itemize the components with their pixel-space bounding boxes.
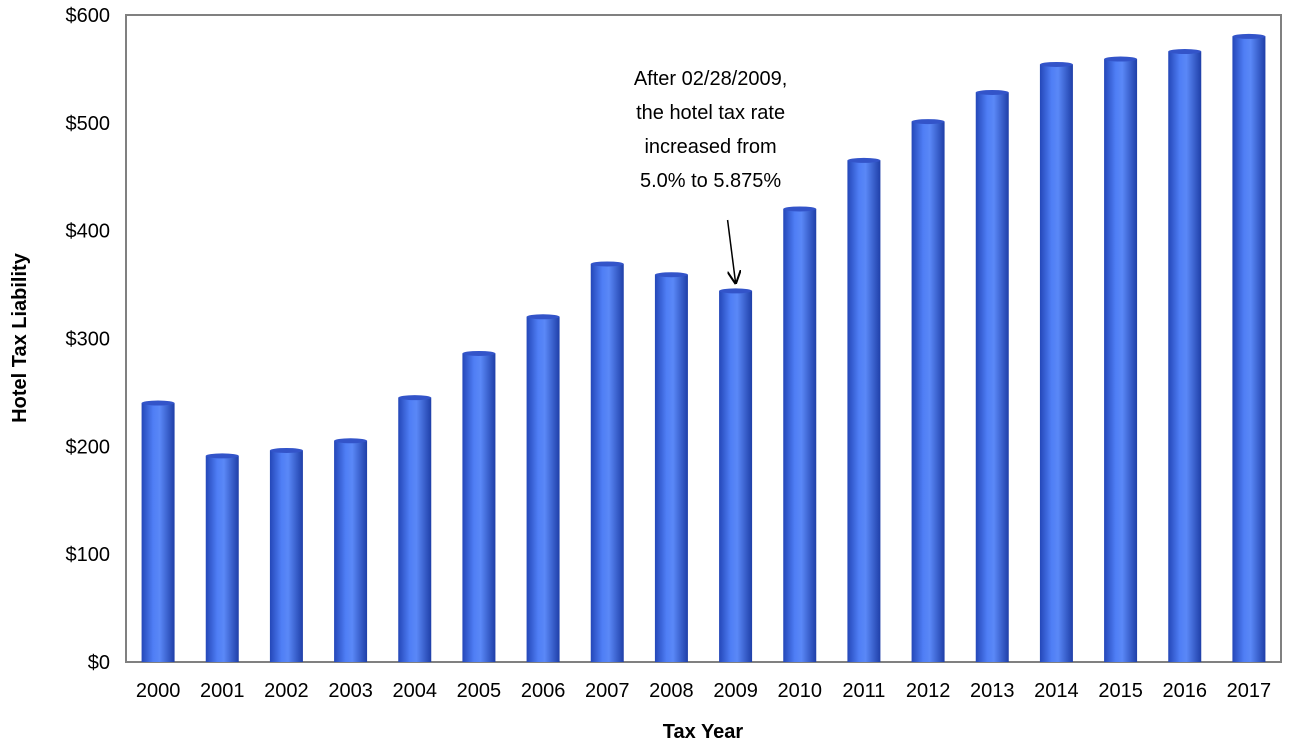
x-tick-label-2013: 2013: [970, 680, 1015, 702]
bar-2001: [205, 453, 239, 662]
y-axis-title: Hotel Tax Liability: [9, 252, 31, 423]
bar-2000-cap: [141, 400, 175, 406]
bar-2000-body: [141, 403, 175, 662]
bar-2010-cap: [783, 206, 817, 212]
bar-2006-body: [526, 316, 560, 662]
y-axis-tick-labels: $0 $100 $200 $300 $400 $500 $600: [66, 5, 111, 674]
bar-2004-cap: [398, 395, 432, 401]
bar-2013: [975, 89, 1009, 662]
x-tick-label-2007: 2007: [585, 680, 630, 702]
x-tick-label-2014: 2014: [1034, 680, 1079, 702]
bar-2005: [462, 350, 496, 662]
x-tick-label-2010: 2010: [778, 680, 823, 702]
x-tick-label-2011: 2011: [842, 680, 885, 702]
y-tick-label-300: $300: [66, 329, 111, 351]
bar-2001-body: [205, 455, 239, 662]
bar-2005-cap: [462, 350, 496, 356]
bar-2010-body: [783, 208, 817, 662]
bar-2015-body: [1104, 59, 1138, 663]
bar-2005-body: [462, 353, 496, 662]
y-tick-label-500: $500: [66, 113, 111, 135]
bar-2004: [398, 395, 432, 662]
y-tick-label-600: $600: [66, 5, 111, 27]
x-tick-label-2001: 2001: [200, 680, 245, 702]
bar-2013-body: [975, 92, 1009, 662]
x-tick-label-2012: 2012: [906, 680, 951, 702]
y-tick-label-100: $100: [66, 544, 111, 566]
bar-2015: [1104, 56, 1138, 663]
x-tick-label-2015: 2015: [1098, 680, 1143, 702]
y-tick-label-200: $200: [66, 436, 111, 458]
annotation-line-3: increased from: [644, 136, 776, 158]
annotation-arrow: [726, 219, 736, 283]
annotation-group: After 02/28/2009, the hotel tax rate incre…: [634, 68, 787, 283]
bar-2014: [1039, 61, 1073, 663]
bar-2002-body: [269, 450, 303, 662]
x-tick-label-2002: 2002: [264, 680, 309, 702]
bar-2006: [526, 314, 560, 662]
y-tick-label-0: $0: [88, 652, 110, 674]
bar-2017-cap: [1232, 33, 1266, 39]
bar-2012-body: [911, 121, 945, 663]
bar-2014-body: [1039, 64, 1073, 663]
bar-2007: [590, 261, 624, 662]
bar-2009-cap: [719, 288, 753, 294]
annotation-line-4: 5.0% to 5.875%: [640, 170, 781, 192]
bar-2016-cap: [1168, 49, 1202, 55]
x-axis-title: Tax Year: [663, 721, 744, 743]
annotation-line-1: After 02/28/2009,: [634, 68, 787, 90]
bar-2017-body: [1232, 36, 1266, 663]
x-tick-label-2000: 2000: [136, 680, 181, 702]
bar-2007-body: [590, 263, 624, 662]
plot-area-border: [125, 14, 1282, 663]
bar-2011-body: [847, 160, 881, 662]
bar-2009: [719, 288, 753, 662]
x-tick-label-2008: 2008: [649, 680, 694, 702]
bars-group: [141, 33, 1266, 663]
x-axis-tick-labels: 2000 2001 2002 2003 2004 2005 2006 2007 2008 2009…: [136, 680, 1271, 702]
bar-2013-cap: [975, 89, 1009, 95]
bar-2011: [847, 157, 881, 662]
x-tick-label-2003: 2003: [328, 680, 373, 702]
bar-2010: [783, 206, 817, 662]
annotation-line-2: the hotel tax rate: [636, 102, 785, 124]
x-tick-label-2017: 2017: [1227, 680, 1272, 702]
bar-2003-body: [334, 440, 368, 662]
bar-2002: [269, 447, 303, 662]
bar-2016: [1168, 49, 1202, 663]
bar-2015-cap: [1104, 56, 1138, 62]
bar-2007-cap: [590, 261, 624, 267]
bar-2002-cap: [269, 447, 303, 453]
bar-2017: [1232, 33, 1266, 663]
bar-2012: [911, 119, 945, 663]
bar-2006-cap: [526, 314, 560, 320]
bar-2009-body: [719, 290, 753, 662]
bar-2008: [654, 272, 688, 662]
bar-2003-cap: [334, 438, 368, 444]
x-tick-label-2009: 2009: [713, 680, 758, 702]
bar-2001-cap: [205, 453, 239, 459]
bar-2012-cap: [911, 119, 945, 125]
bar-2008-cap: [654, 272, 688, 278]
x-tick-label-2006: 2006: [521, 680, 566, 702]
x-tick-label-2005: 2005: [457, 680, 502, 702]
bar-2014-cap: [1039, 61, 1073, 67]
bar-2004-body: [398, 397, 432, 662]
y-tick-label-400: $400: [66, 221, 111, 243]
x-tick-label-2004: 2004: [393, 680, 438, 702]
bar-2016-body: [1168, 51, 1202, 663]
x-tick-label-2016: 2016: [1163, 680, 1208, 702]
bar-2000: [141, 400, 175, 662]
bar-2003: [334, 438, 368, 662]
bar-2008-body: [654, 274, 688, 662]
bar-2011-cap: [847, 157, 881, 163]
